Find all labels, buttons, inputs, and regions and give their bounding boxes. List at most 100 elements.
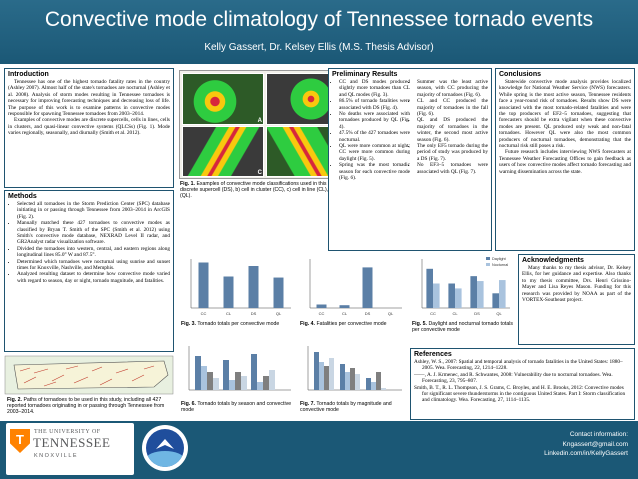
references-text: Ashley, W. S., 2007: Spatial and tempora… xyxy=(414,359,631,404)
contact-info: Contact information: Kngassert@gmail.com… xyxy=(544,430,628,459)
preliminary-results-col2: Summer was the least active season, with… xyxy=(410,79,488,182)
fig3-caption-label: Fig. 3. xyxy=(181,321,196,327)
conclusions-text: Statewide convective mode analysis provi… xyxy=(499,79,631,175)
noaa-logo xyxy=(142,425,188,471)
noaa-wave-shape xyxy=(146,451,184,467)
fig6-bar xyxy=(207,372,213,390)
radar-image-c: C xyxy=(182,126,264,177)
result-bullet: CL and CC produced the majority of torna… xyxy=(417,98,488,117)
methods-bullet: Divided the tornadoes into western, cent… xyxy=(17,246,170,259)
fig4-chart: CC CL DS QL xyxy=(298,254,406,318)
fig1-caption-text: Examples of convective mode classificati… xyxy=(180,181,350,200)
fig6-bar xyxy=(195,356,201,390)
ut-logo-small-text: THE UNIVERSITY OF xyxy=(34,429,101,435)
acknowledgments-panel: Acknowledgments Many thanks to my thesis… xyxy=(518,254,635,345)
reference-item: Ashley, W. S., 2007: Spatial and tempora… xyxy=(414,359,623,372)
poster-title: Convective mode climatology of Tennessee… xyxy=(44,8,594,31)
fig5-bar-DS-Daylight xyxy=(470,276,477,308)
poster-authors: Kelly Gassert, Dr. Kelsey Ellis (M.S. Th… xyxy=(204,42,434,53)
fig5-tick-label: DS xyxy=(474,311,480,316)
conclusions-panel: Conclusions Statewide convective mode an… xyxy=(495,68,635,251)
fig1-caption: Fig. 1. Examples of convective mode clas… xyxy=(180,181,352,200)
radar-image-a: A xyxy=(182,73,264,125)
fig7-bar xyxy=(366,378,371,390)
fig5-bar-CC-Daylight xyxy=(426,268,433,308)
fig6-bar xyxy=(269,370,275,390)
fig4-tick-label: CL xyxy=(342,311,348,316)
result-bullet: QL and DS produced the majority of torna… xyxy=(417,117,488,143)
fig5-bar-QL-Daylight xyxy=(492,293,499,308)
introduction-paragraph: Examples of convective modes are discret… xyxy=(8,117,170,137)
fig5-caption: Fig. 5. Daylight and nocturnal tornado t… xyxy=(412,321,518,333)
methods-panel: Methods Selected all tornadoes in the St… xyxy=(4,190,174,352)
fig6-bar xyxy=(241,376,247,390)
introduction-panel: Introduction Tennessee has one of the hi… xyxy=(4,68,174,188)
fig2-caption-label: Fig. 2. xyxy=(7,397,22,403)
methods-title: Methods xyxy=(8,193,37,200)
fig2-panel: Fig. 2. Paths of tornadoes to be used in… xyxy=(4,355,174,419)
fig3-tick-label: CL xyxy=(226,311,232,316)
fig4-svg: CC CL DS QL xyxy=(309,259,402,316)
fig3-bar-DS xyxy=(248,266,259,308)
fig7-bar xyxy=(371,382,376,390)
conclusions-title: Conclusions xyxy=(499,71,542,78)
fig7-bar xyxy=(345,372,350,390)
contact-linkedin[interactable]: Linkedin.com/in/KellyGassert xyxy=(544,450,628,457)
fig7-caption-text: Tornado totals by magnitude and convecti… xyxy=(300,401,392,414)
tornado-paths-map xyxy=(4,355,174,395)
fig3-bar-QL xyxy=(273,277,284,308)
reference-item: ——, A. J. Krmenec, and R. Schwantes, 200… xyxy=(414,371,613,385)
contact-email[interactable]: Kngassert@gmail.com xyxy=(562,440,628,448)
fig5-tick-label: CC xyxy=(430,311,436,316)
fig2-caption: Fig. 2. Paths of tornadoes to be used in… xyxy=(7,397,171,416)
fig2-caption-text: Paths of tornadoes to be used in this st… xyxy=(7,397,165,416)
radar-label-c: C xyxy=(257,170,262,176)
fig6-svg xyxy=(188,346,291,391)
acknowledgments-text: Many thanks to my thesis advisor, Dr. Ke… xyxy=(522,265,631,303)
fig4-bar-DS xyxy=(362,267,373,308)
fig7-bar xyxy=(324,366,329,390)
preliminary-results-col1: CC and DS modes produced slightly more t… xyxy=(332,79,410,182)
fig5-caption-text: Daylight and nocturnal tornado totals pe… xyxy=(412,321,513,334)
fig6-bar xyxy=(229,380,235,390)
tennessee-outline xyxy=(13,360,169,390)
methods-text: Selected all tornadoes in the Storm Pred… xyxy=(8,201,170,284)
fig5-bar-CC-Nocturnal xyxy=(433,283,440,308)
fig6-caption-label: Fig. 6. xyxy=(181,401,196,407)
acknowledgments-title: Acknowledgments xyxy=(522,257,584,264)
fig5-svg: CC CL DS QL Daylight Nocturnal xyxy=(421,257,510,316)
result-bullet: QL were more common at night; CC were mo… xyxy=(339,143,410,162)
fig7-caption: Fig. 7. Tornado totals by magnitude and … xyxy=(300,401,410,413)
fig4-tick-label: DS xyxy=(365,311,371,316)
fig4-tick-label: CC xyxy=(319,311,325,316)
fig3-chart: CC CL DS QL xyxy=(179,254,295,318)
fig5-tick-label: QL xyxy=(496,311,502,316)
result-bullet: Summer was the least active season, with… xyxy=(417,79,488,98)
fig6-bar xyxy=(257,382,263,390)
fig7-chart xyxy=(298,342,406,400)
fig3-tick-label: CC xyxy=(201,311,207,316)
fig4-caption: Fig. 4. Fatalities per convective mode xyxy=(300,321,410,327)
fig3-caption: Fig. 3. Tornado totals per convective mo… xyxy=(181,321,299,327)
fig1-caption-label: Fig. 1. xyxy=(180,181,195,187)
fig6-chart xyxy=(179,342,295,400)
fig7-bars xyxy=(314,352,386,390)
fig7-bar xyxy=(329,358,334,390)
fig3-bar-CL xyxy=(223,276,234,308)
fig5-legend-swatch xyxy=(486,263,490,266)
fig6-bar xyxy=(201,366,207,390)
reference-item: Smith, B. T., R. L. Thompson, J. S. Gram… xyxy=(414,384,626,404)
result-bullet: The only EF5 tornado during the period o… xyxy=(417,143,488,162)
fig5-tick-label: CL xyxy=(452,311,458,316)
poster-header: Convective mode climatology of Tennessee… xyxy=(0,0,638,64)
fig4-tick-label: QL xyxy=(388,311,394,316)
fig6-bars xyxy=(195,354,275,390)
fig5-bar-CL-Nocturnal xyxy=(455,288,462,308)
ut-shield-letter: T xyxy=(16,432,24,447)
fig7-caption-label: Fig. 7. xyxy=(300,401,315,407)
fig7-bar xyxy=(350,368,355,390)
fig3-caption-text: Tornado totals per convective mode xyxy=(197,321,280,327)
fig4-caption-label: Fig. 4. xyxy=(300,321,315,327)
fig1-panel: A B C D Fig. 1. Examples of convective m… xyxy=(177,68,353,232)
methods-list: Selected all tornadoes in the Storm Pred… xyxy=(8,201,170,284)
